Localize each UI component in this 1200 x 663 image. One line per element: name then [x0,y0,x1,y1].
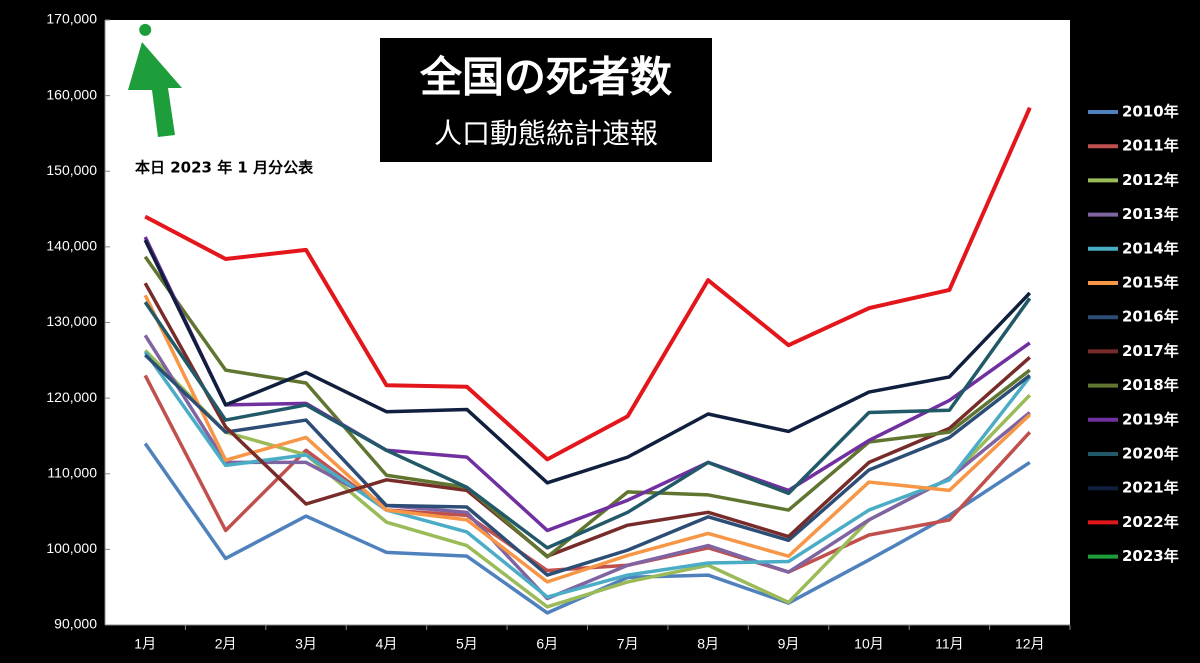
y-tick-label: 150,000 [46,162,97,178]
legend-label: 2015年 [1122,274,1179,292]
y-tick-label: 120,000 [46,389,97,405]
x-tick-label: 4月 [376,636,398,652]
legend-label: 2011年 [1122,137,1179,155]
data-point [139,23,152,36]
y-tick-label: 130,000 [46,313,97,329]
x-tick-label: 1月 [134,636,156,652]
x-tick-label: 7月 [617,636,639,652]
y-tick-label: 170,000 [46,11,97,27]
legend-label: 2010年 [1122,103,1179,121]
legend-label: 2014年 [1122,239,1179,257]
legend-label: 2012年 [1122,171,1179,189]
x-tick-label: 9月 [778,636,800,652]
legend-label: 2023年 [1122,547,1179,565]
legend-label: 2013年 [1122,205,1179,223]
series-line [143,353,1031,577]
chart-subtitle: 人口動態統計速報 [434,117,658,150]
y-tick-label: 140,000 [46,238,97,254]
legend-label: 2016年 [1122,308,1179,326]
x-tick-label: 11月 [935,636,964,652]
series-line [143,294,1031,584]
y-tick-label: 110,000 [47,464,97,480]
series-line [143,350,1032,599]
series-line [143,255,1031,559]
title-box [380,38,712,162]
x-tick-label: 10月 [854,636,884,652]
legend-label: 2017年 [1122,342,1179,360]
x-tick-label: 3月 [295,636,317,652]
chart-title: 全国の死者数 [419,53,672,102]
x-tick-label: 12月 [1015,636,1045,652]
series-line [143,297,1032,550]
y-tick-label: 100,000 [46,540,97,556]
x-tick-label: 5月 [456,636,478,652]
legend-label: 2018年 [1122,376,1179,394]
series-line [143,239,1032,485]
y-tick-label: 160,000 [46,86,97,102]
series-line [144,106,1032,462]
series-line [143,236,1031,533]
annotation: 本日 2023 年 1 月分公表 [135,159,314,177]
y-tick-label: 90,000 [54,616,97,632]
legend-label: 2021年 [1122,479,1179,497]
x-tick-label: 8月 [697,636,719,652]
legend-label: 2020年 [1122,445,1179,463]
arrow [128,42,182,137]
x-tick-label: 2月 [215,636,237,652]
legend-label: 2019年 [1122,410,1179,428]
legend-label: 2022年 [1122,513,1179,531]
series-line [143,334,1031,601]
series-line [143,282,1031,558]
x-tick-label: 6月 [536,636,558,652]
